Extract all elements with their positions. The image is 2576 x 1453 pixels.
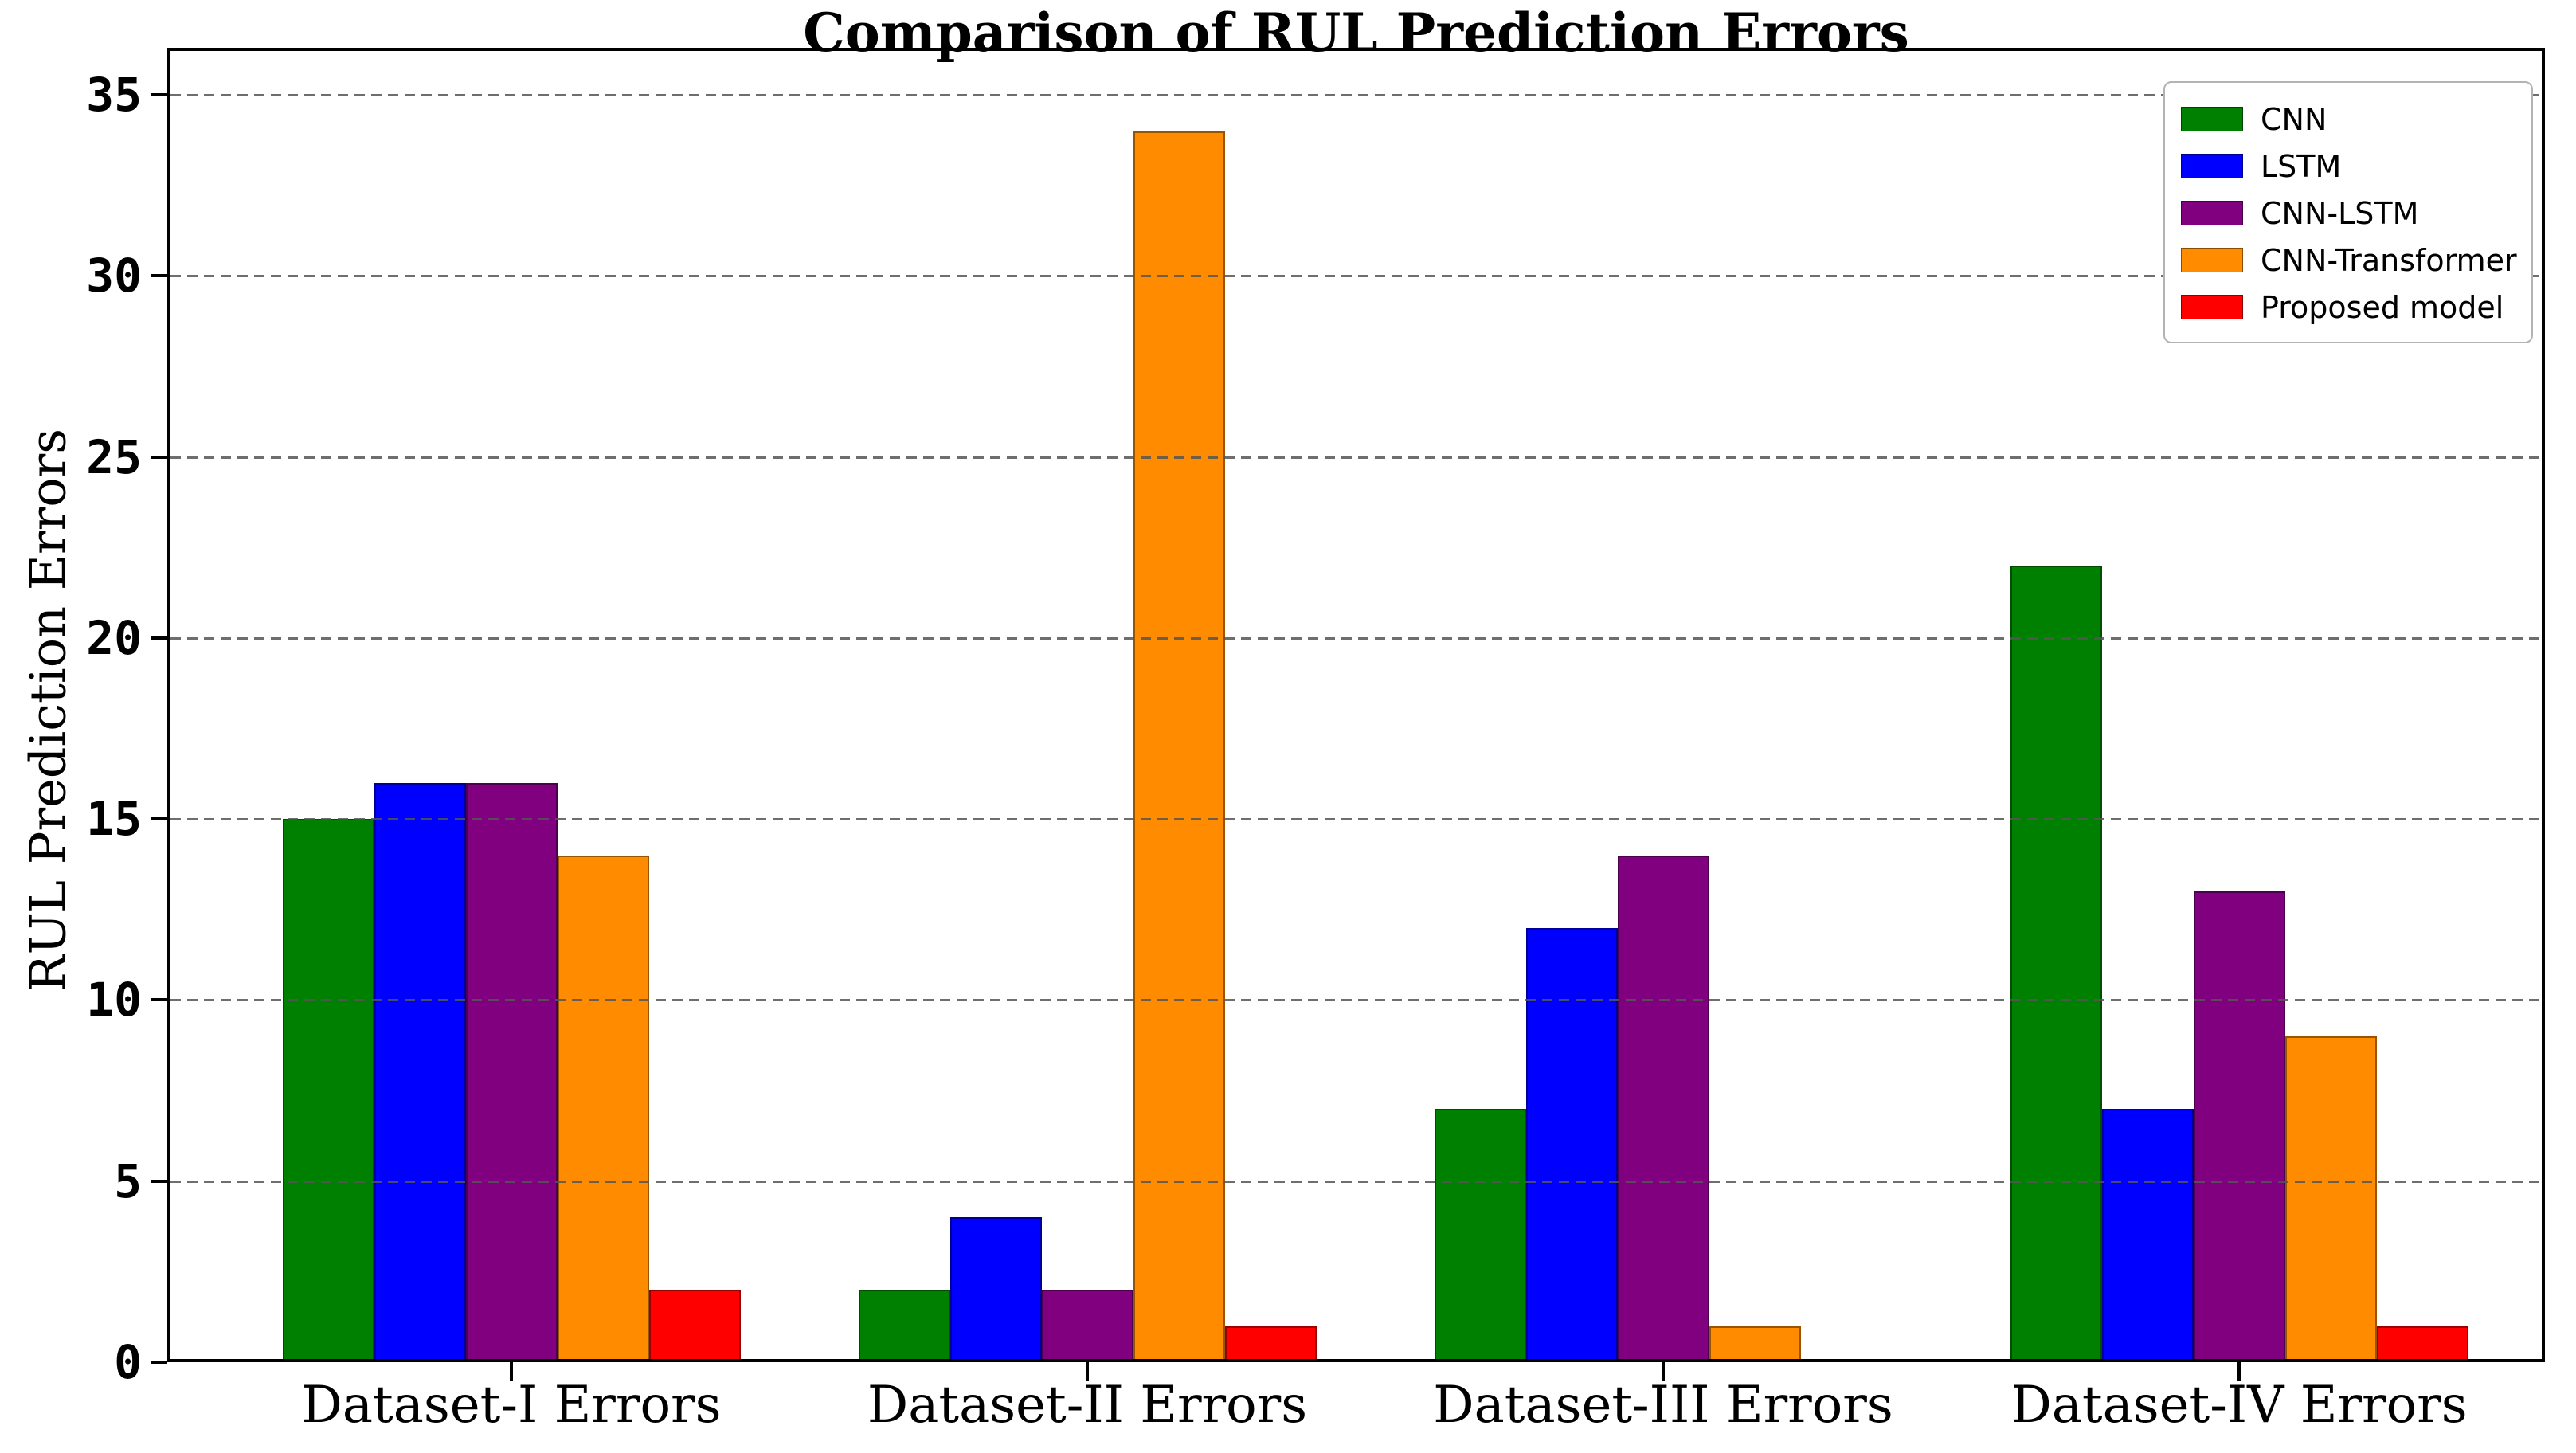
legend: CNN LSTM CNN-LSTM CNN-Transformer Proposed m… [2163,81,2533,343]
gridline-y-5 [170,1180,2542,1183]
bar-lstm-group4 [2101,1109,2194,1362]
bar-lstm-group2 [949,1217,1042,1362]
legend-item-lstm: LSTM [2165,143,2531,190]
bar-cnn-transformer-group3 [1709,1326,1801,1362]
bar-proposed-model-group2 [1224,1326,1317,1362]
bar-cnn-lstm-group2 [1041,1290,1133,1362]
x-tick-mark-group3 [1662,1362,1665,1381]
y-tick-label-20: 20 [86,610,142,665]
bar-cnn-group1 [282,819,374,1362]
bar-cnn-lstm-group3 [1617,856,1709,1362]
y-tick-mark-25 [151,455,167,459]
legend-swatch [2181,107,2243,131]
x-tick-mark-group4 [2237,1362,2241,1381]
y-tick-label-10: 10 [86,973,142,1028]
legend-label: CNN [2261,101,2327,137]
x-tick-label-group2: Dataset-II Errors [867,1376,1308,1435]
gridline-y-30 [170,275,2542,278]
y-tick-mark-30 [151,274,167,278]
y-tick-label-5: 5 [114,1153,142,1208]
legend-swatch [2181,295,2243,319]
legend-label: LSTM [2261,148,2342,184]
y-axis-spine [167,48,170,1362]
gridline-y-35 [170,94,2542,97]
legend-label: Proposed model [2261,289,2504,325]
y-tick-mark-15 [151,817,167,821]
y-tick-label-35: 35 [86,68,142,123]
legend-item-cnn: CNN [2165,96,2531,143]
legend-item-proposed-model: Proposed model [2165,284,2531,331]
bar-proposed-model-group4 [2376,1326,2468,1362]
legend-swatch [2181,154,2243,178]
x-tick-mark-group2 [1086,1362,1089,1381]
bar-proposed-model-group1 [648,1290,741,1362]
bar-cnn-group2 [858,1290,950,1362]
y-tick-mark-0 [151,1361,167,1364]
y-tick-label-0: 0 [114,1335,142,1389]
bar-cnn-group3 [1434,1109,1526,1362]
legend-item-cnn-lstm: CNN-LSTM [2165,190,2531,237]
y-tick-mark-5 [151,1179,167,1183]
gridline-y-10 [170,999,2542,1002]
gridline-y-15 [170,818,2542,821]
bar-lstm-group1 [374,783,466,1362]
gridline-y-20 [170,636,2542,640]
x-axis-spine [167,1359,2545,1362]
plot-area [167,48,2545,1362]
bar-cnn-transformer-group4 [2284,1036,2377,1362]
x-tick-label-group4: Dataset-IV Errors [2010,1376,2468,1435]
y-tick-label-25: 25 [86,429,142,484]
bar-cnn-transformer-group1 [557,856,649,1362]
bar-lstm-group3 [1525,928,1618,1362]
gridline-y-25 [170,456,2542,459]
legend-item-cnn-transformer: CNN-Transformer [2165,237,2531,284]
bar-cnn-lstm-group4 [2193,891,2285,1362]
y-tick-label-30: 30 [86,249,142,304]
right-spine [2542,48,2545,1362]
bar-cnn-group4 [2010,566,2102,1362]
x-tick-label-group3: Dataset-III Errors [1433,1376,1893,1435]
legend-label: CNN-Transformer [2261,242,2517,278]
top-spine [167,48,2545,51]
y-tick-mark-20 [151,636,167,640]
legend-swatch [2181,248,2243,272]
x-tick-mark-group1 [510,1362,513,1381]
y-tick-mark-10 [151,998,167,1002]
legend-swatch [2181,201,2243,225]
bar-cnn-lstm-group1 [465,783,558,1362]
y-tick-label-15: 15 [86,792,142,847]
legend-label: CNN-LSTM [2261,195,2419,231]
bar-cnn-transformer-group2 [1133,131,1225,1362]
x-tick-label-group1: Dataset-I Errors [301,1376,722,1435]
y-tick-mark-35 [151,93,167,97]
chart-title: Comparison of RUL Prediction Errors [803,2,1909,64]
